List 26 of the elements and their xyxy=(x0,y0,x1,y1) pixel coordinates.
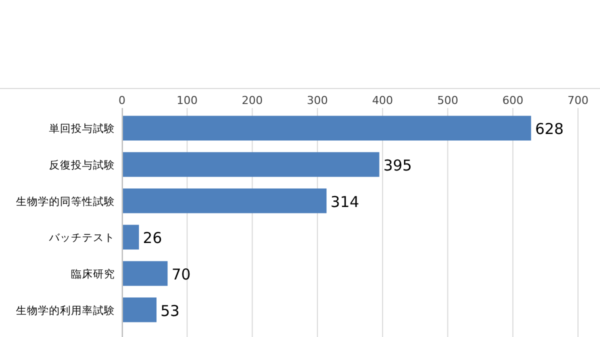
y-tick-label: 単回投与試験 xyxy=(49,122,115,136)
y-tick-label: 反復投与試験 xyxy=(49,158,115,172)
bar xyxy=(122,224,139,250)
x-tick-label: 400 xyxy=(372,94,394,107)
data-label: 53 xyxy=(160,302,180,320)
x-tick-label: 0 xyxy=(118,94,126,107)
data-label: 26 xyxy=(142,229,162,248)
x-tick-label: 700 xyxy=(568,94,588,107)
x-tick-label: 300 xyxy=(306,94,328,107)
bar xyxy=(122,152,380,177)
y-tick-label: 生物学的同等性試験 xyxy=(16,194,115,208)
bar xyxy=(122,188,327,214)
x-tick-label: 200 xyxy=(242,94,263,107)
y-tick-label: バッチテスト xyxy=(48,232,115,244)
data-label: 314 xyxy=(330,192,360,211)
bar xyxy=(122,261,168,286)
data-label: 70 xyxy=(172,266,191,284)
x-tick-label: 600 xyxy=(502,94,524,107)
x-tick-label: 500 xyxy=(437,94,458,107)
y-tick-label: 臨床研究 xyxy=(71,268,115,280)
y-tick-label: 生物学的利用率試験 xyxy=(16,304,115,317)
data-label: 628 xyxy=(535,120,564,138)
data-label: 395 xyxy=(383,156,412,174)
bar xyxy=(122,116,532,141)
bar xyxy=(122,297,157,322)
x-tick-label: 100 xyxy=(176,94,198,107)
